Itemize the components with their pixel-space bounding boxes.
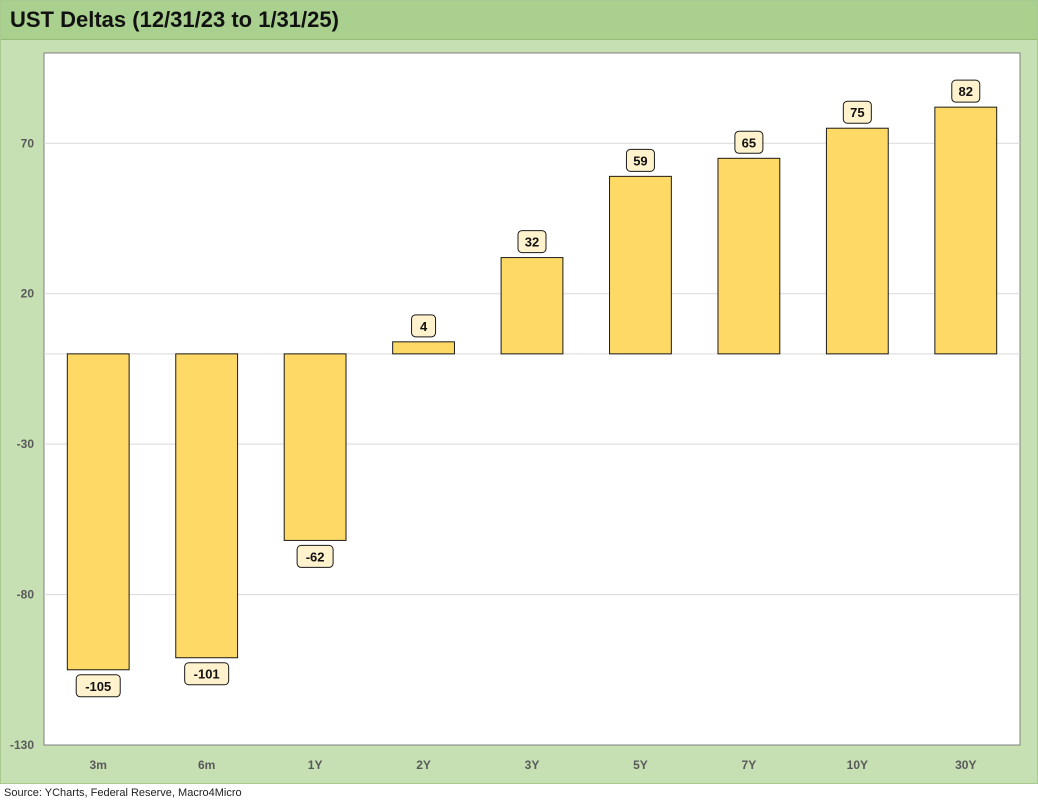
data-label-box	[296, 544, 334, 568]
data-label-text: -62	[306, 549, 325, 564]
x-tick-label: 2Y	[416, 758, 431, 772]
bar-2Y	[392, 341, 455, 355]
data-label-1Y: -62	[296, 544, 334, 568]
data-label-text: -101	[194, 667, 220, 682]
data-label-7Y: 65	[734, 130, 764, 154]
data-label-box	[75, 674, 121, 698]
y-tick-label: -30	[17, 437, 35, 451]
data-label-text: -105	[85, 679, 111, 694]
bar-7Y	[717, 157, 781, 355]
y-tick-label: -80	[17, 588, 35, 602]
data-label-box	[411, 314, 437, 338]
x-axis-ticks: 3m 6m 1Y 2Y 3Y 5Y 7Y 10Y 30Y	[90, 758, 977, 772]
x-tick-label: 7Y	[742, 758, 757, 772]
source-note: Source: YCharts, Federal Reserve, Macro4…	[4, 787, 242, 799]
y-tick-label: 20	[21, 287, 35, 301]
data-label-3Y: 32	[517, 230, 547, 254]
x-tick-label: 3Y	[525, 758, 540, 772]
y-tick-label: 70	[21, 136, 35, 150]
x-tick-label: 30Y	[955, 758, 976, 772]
x-tick-label: 5Y	[633, 758, 648, 772]
data-label-text: 32	[525, 235, 539, 250]
data-label-text: 75	[850, 105, 864, 120]
data-label-box	[951, 79, 981, 103]
data-label-10Y: 75	[842, 100, 872, 124]
data-label-text: 59	[633, 153, 647, 168]
data-label-box	[842, 100, 872, 124]
y-axis-ticks: -130 -80 -30 20 70	[10, 136, 34, 752]
bar-3Y	[500, 257, 564, 355]
data-label-text: 65	[742, 135, 756, 150]
bar-6m	[175, 353, 239, 659]
data-label-box	[184, 662, 230, 686]
data-label-2Y: 4	[411, 314, 437, 338]
x-tick-label: 1Y	[308, 758, 323, 772]
data-label-6m: -101	[184, 662, 230, 686]
chart-title: UST Deltas (12/31/23 to 1/31/25)	[10, 7, 339, 32]
data-labels: -105 -101 -62 4 32 59 65 75 82	[75, 79, 981, 698]
data-label-text: 4	[420, 319, 428, 334]
y-tick-label: -130	[10, 738, 34, 752]
data-label-box	[625, 148, 655, 172]
bar-3m	[66, 353, 130, 671]
data-label-box	[517, 230, 547, 254]
bar-5Y	[609, 175, 672, 355]
bar-1Y	[283, 353, 347, 541]
data-label-text: 82	[959, 84, 973, 99]
title-bar: UST Deltas (12/31/23 to 1/31/25)	[1, 1, 1037, 40]
x-tick-label: 6m	[198, 758, 215, 772]
bars	[66, 106, 998, 671]
data-label-5Y: 59	[625, 148, 655, 172]
data-label-30Y: 82	[951, 79, 981, 103]
bar-10Y	[825, 127, 889, 355]
x-tick-label: 3m	[90, 758, 107, 772]
bar-30Y	[934, 106, 998, 355]
data-label-3m: -105	[75, 674, 121, 698]
data-label-box	[734, 130, 764, 154]
x-tick-label: 10Y	[847, 758, 868, 772]
